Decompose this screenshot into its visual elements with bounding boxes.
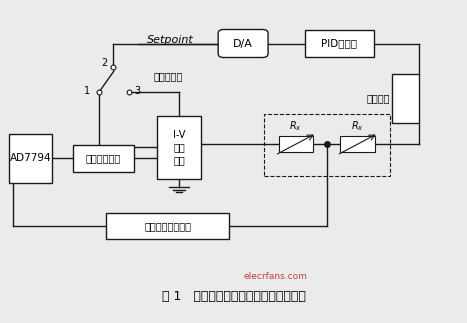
Text: Setpoint: Setpoint: [147, 35, 193, 45]
Text: PID控制器: PID控制器: [321, 38, 357, 48]
Text: 检测电阻: 检测电阻: [366, 94, 389, 104]
Text: AD7794: AD7794: [9, 153, 51, 163]
Text: $R_x$: $R_x$: [351, 119, 364, 132]
Text: 二选一开关: 二选一开关: [154, 71, 183, 81]
Text: elecrfans.com: elecrfans.com: [243, 272, 307, 281]
Bar: [305, 30, 374, 57]
Text: I-V
转换
电路: I-V 转换 电路: [173, 130, 185, 165]
Text: 电流信号采集: 电流信号采集: [86, 153, 121, 163]
Text: D/A: D/A: [233, 38, 253, 48]
Bar: [392, 74, 419, 123]
Bar: [157, 116, 201, 179]
Text: 图 1   电化学沉积仪器控制与采集方框图: 图 1 电化学沉积仪器控制与采集方框图: [162, 290, 306, 303]
Text: 3: 3: [134, 86, 140, 96]
FancyBboxPatch shape: [218, 29, 268, 57]
Text: $R_x$: $R_x$: [290, 119, 302, 132]
Bar: [264, 114, 389, 176]
Bar: [8, 134, 52, 183]
Bar: [279, 136, 313, 152]
Text: 2: 2: [101, 58, 107, 68]
Bar: [72, 145, 134, 172]
Bar: [340, 136, 375, 152]
Text: 阴极电压信号采集: 阴极电压信号采集: [144, 221, 191, 231]
Bar: [106, 213, 229, 239]
Text: 1: 1: [85, 86, 91, 96]
